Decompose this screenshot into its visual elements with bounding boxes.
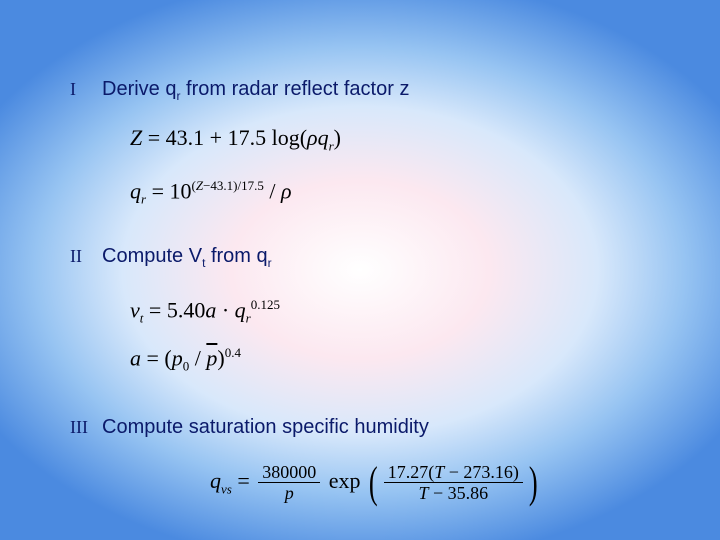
slide-content: I Derive qr from radar reflect factor z …	[0, 0, 720, 540]
formula-3-1: qvs = 380000p exp (17.27(T − 273.16)T − …	[210, 457, 650, 505]
section-2-heading: II Compute Vt from qr	[70, 245, 650, 270]
section-1-heading: I Derive qr from radar reflect factor z	[70, 78, 650, 103]
section-1-text: Derive qr from radar reflect factor z	[102, 78, 409, 103]
section-1-text-post: from radar reflect factor z	[180, 78, 409, 100]
section-2-text-pre: Compute V	[102, 245, 202, 267]
section-1-text-pre: Derive q	[102, 78, 176, 100]
formula-1-1: Z = 43.1 + 17.5 log(ρqr)	[130, 121, 650, 155]
section-3-heading: III Compute saturation specific humidity	[70, 416, 650, 439]
formula-1-2: qr = 10(Z−43.1)/17.5 / ρ	[130, 169, 650, 203]
section-2-text: Compute Vt from qr	[102, 245, 272, 270]
section-2-roman: II	[70, 246, 88, 267]
section-3-text: Compute saturation specific humidity	[102, 416, 429, 439]
section-2-text-sub2: r	[268, 256, 272, 270]
formula-2-1: vt = 5.40a · qr0.125	[130, 288, 650, 322]
formula-2-2: a = (p0 / p)0.4	[130, 336, 650, 370]
section-2-text-post: from q	[205, 245, 267, 267]
section-1-roman: I	[70, 79, 88, 100]
section-3-roman: III	[70, 417, 88, 438]
